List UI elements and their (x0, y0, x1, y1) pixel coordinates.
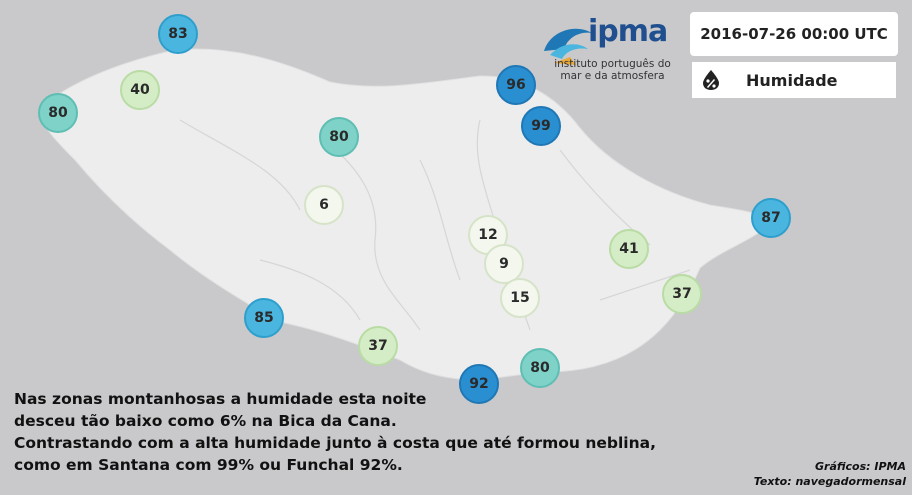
station-marker[interactable]: 99 (521, 106, 561, 146)
caption-text: Nas zonas montanhosas a humidade esta no… (14, 388, 656, 476)
station-marker[interactable]: 85 (244, 298, 284, 338)
station-marker[interactable]: 37 (358, 326, 398, 366)
credits: Gráficos: IPMA Texto: navegadormensal (754, 459, 906, 489)
datetime-label: 2016-07-26 00:00 UTC (700, 25, 888, 43)
logo-subtitle: instituto português do mar e da atmosfer… (540, 58, 685, 82)
madeira-island (39, 48, 771, 381)
station-marker[interactable]: 41 (609, 229, 649, 269)
station-marker[interactable]: 40 (120, 70, 160, 110)
humidity-drop-icon (703, 70, 719, 90)
station-marker[interactable]: 87 (751, 198, 791, 238)
ipma-logo (544, 28, 592, 65)
station-marker[interactable]: 92 (459, 364, 499, 404)
station-marker[interactable]: 9 (484, 244, 524, 284)
credits-graphics: Gráficos: IPMA (814, 460, 906, 473)
station-marker[interactable]: 6 (304, 185, 344, 225)
station-marker[interactable]: 37 (662, 274, 702, 314)
station-marker[interactable]: 80 (520, 348, 560, 388)
variable-box: Humidade (692, 62, 896, 98)
caption-line2: desceu tão baixo como 6% na Bica da Cana… (14, 412, 397, 430)
datetime-box: 2016-07-26 00:00 UTC (690, 12, 898, 56)
station-marker[interactable]: 96 (496, 65, 536, 105)
caption-line1: Nas zonas montanhosas a humidade esta no… (14, 390, 427, 408)
caption-line3: Contrastando com a alta humidade junto à… (14, 434, 656, 452)
credits-text: Texto: navegadormensal (753, 475, 906, 488)
logo-subtitle-line2: mar e da atmosfera (560, 70, 665, 82)
logo-brand: ipma (588, 14, 668, 49)
station-marker[interactable]: 80 (38, 93, 78, 133)
caption-line4: como em Santana com 99% ou Funchal 92%. (14, 456, 403, 474)
logo-subtitle-line1: instituto português do (554, 58, 671, 70)
station-marker[interactable]: 83 (158, 14, 198, 54)
variable-label: Humidade (746, 70, 838, 90)
station-marker[interactable]: 80 (319, 117, 359, 157)
station-marker[interactable]: 15 (500, 278, 540, 318)
